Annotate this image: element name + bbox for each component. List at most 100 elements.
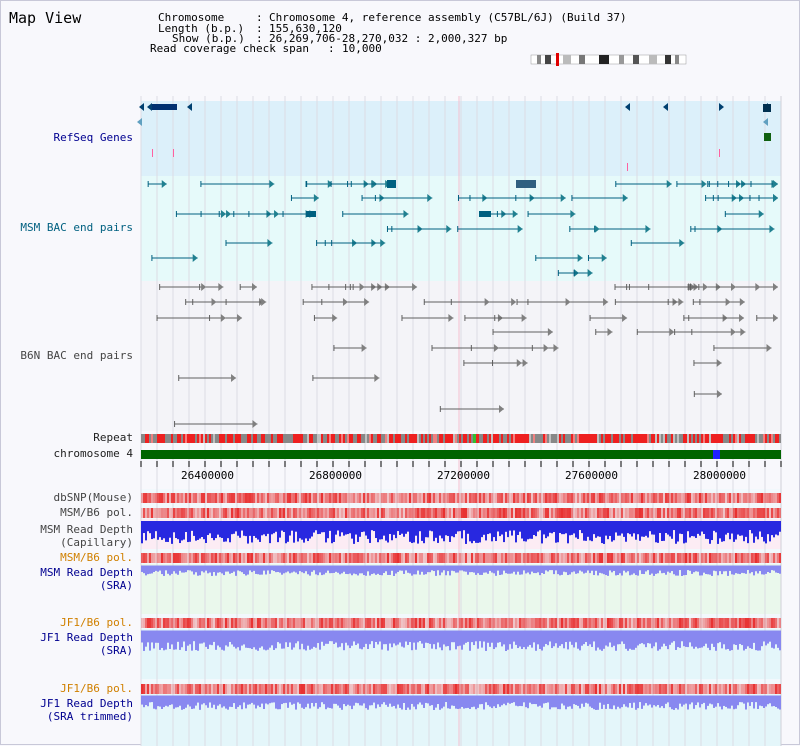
jf1-depth-sra-bar [635, 631, 637, 648]
msm-b6-pol-density [231, 553, 233, 563]
msm-depth-capillary-bar [433, 521, 435, 542]
msm-b6-pol-density [669, 553, 671, 563]
repeat-element [541, 434, 543, 443]
repeat-element [385, 434, 387, 443]
jf1-depth-trimmed-bar [505, 696, 507, 706]
jf1-b6-pol-density [301, 684, 303, 694]
msm-b6-pol-density [279, 508, 281, 518]
jf1-b6-pol-density [597, 618, 599, 628]
msm-b6-pol-density [181, 553, 183, 563]
dbsnp-density [643, 493, 645, 503]
repeat-element [369, 434, 371, 443]
msm-b6-pol-density [771, 553, 773, 563]
msm-b6-pol-density [289, 508, 291, 518]
dbsnp-density [521, 493, 523, 503]
jf1-depth-sra-bar [613, 631, 615, 646]
msm-b6-pol-density [661, 553, 663, 563]
msm-depth-capillary-bar [585, 521, 587, 541]
msm-b6-pol-density [513, 553, 515, 563]
jf1-b6-pol-density [487, 618, 489, 628]
msm-b6-pol-density [729, 508, 731, 518]
repeat-element [211, 434, 213, 443]
msm-depth-sra-bar [477, 566, 479, 574]
msm-b6-pol-density [771, 508, 773, 518]
jf1-depth-sra-bar [751, 631, 753, 649]
msm-bac-arrow [427, 194, 433, 202]
msm-b6-pol-density [491, 553, 493, 563]
jf1-depth-trimmed-bar [619, 696, 621, 709]
msm-b6-pol-density [303, 553, 305, 563]
jf1-depth-sra-bar [595, 631, 597, 651]
dbsnp-density [253, 493, 255, 503]
dbsnp-density [373, 493, 375, 503]
repeat-element [717, 434, 719, 443]
jf1-b6-pol-density [605, 684, 607, 694]
jf1-b6-pol-density [539, 618, 541, 628]
jf1-depth-trimmed-bar [533, 696, 535, 705]
jf1-b6-pol-density [403, 618, 405, 628]
msm-depth-sra-bar [251, 566, 253, 573]
jf1-depth-sra-bar [551, 631, 553, 649]
msm-b6-pol-density [689, 508, 691, 518]
msm-depth-capillary-bar [617, 521, 619, 536]
jf1-b6-pol-density [325, 618, 327, 628]
track-label-msm-bac[interactable]: MSM BAC end pairs [20, 221, 133, 234]
msm-b6-pol-density [415, 508, 417, 518]
jf1-b6-pol-density [309, 618, 311, 628]
msm-b6-pol-density [747, 508, 749, 518]
jf1-depth-sra-bar [189, 631, 191, 645]
jf1-b6-pol-density [705, 684, 707, 694]
jf1-b6-pol-density [673, 618, 675, 628]
msm-b6-pol-density [361, 553, 363, 563]
dbsnp-density [547, 493, 549, 503]
jf1-b6-pol-density [645, 618, 647, 628]
msm-b6-pol-density [443, 508, 445, 518]
repeat-element [447, 434, 449, 443]
msm-b6-pol-density [733, 553, 735, 563]
jf1-b6-pol-density [379, 684, 381, 694]
jf1-b6-pol-density [507, 618, 509, 628]
dbsnp-density [201, 493, 203, 503]
dbsnp-density [737, 493, 739, 503]
repeat-element [733, 434, 735, 443]
repeat-element [223, 434, 225, 443]
repeat-element [219, 434, 221, 443]
track-label-refseq[interactable]: RefSeq Genes [53, 131, 133, 144]
dbsnp-density [169, 493, 171, 503]
jf1-b6-pol-density [595, 684, 597, 694]
msm-b6-pol-density [355, 553, 357, 563]
msm-depth-sra-bar [349, 566, 351, 574]
jf1-b6-pol-density [735, 618, 737, 628]
jf1-b6-pol-density [747, 618, 749, 628]
msm-b6-pol-density [527, 508, 529, 518]
msm-depth-sra-bar [537, 566, 539, 573]
jf1-depth-sra-bar [289, 631, 291, 643]
dbsnp-density [727, 493, 729, 503]
msm-depth-capillary-bar [335, 521, 337, 535]
msm-depth-sra-bar [741, 566, 743, 573]
msm-b6-pol-density [187, 553, 189, 563]
jf1-depth-sra-bar [449, 631, 451, 651]
jf1-depth-trimmed-bar [457, 696, 459, 709]
jf1-depth-trimmed-bar [535, 696, 537, 705]
repeat-element [665, 434, 667, 443]
msm-depth-capillary-bar [195, 521, 197, 541]
msm-b6-pol-density [687, 508, 689, 518]
dbsnp-density [733, 493, 735, 503]
msm-b6-pol-density [259, 508, 261, 518]
dbsnp-density [425, 493, 427, 503]
msm-depth-sra-bar [267, 566, 269, 571]
msm-bac-arrow [267, 239, 273, 247]
jf1-depth-trimmed-bar [743, 696, 745, 704]
repeat-element [599, 434, 601, 443]
msm-depth-sra-bar [303, 566, 305, 574]
msm-b6-pol-density [595, 553, 597, 563]
msm-depth-capillary-bar [547, 521, 549, 537]
msm-b6-pol-density [747, 553, 749, 563]
msm-depth-sra-bar [301, 566, 303, 573]
track-label-b6n-bac[interactable]: B6N BAC end pairs [20, 349, 133, 362]
jf1-b6-pol-density [687, 618, 689, 628]
msm-b6-pol-density [655, 553, 657, 563]
